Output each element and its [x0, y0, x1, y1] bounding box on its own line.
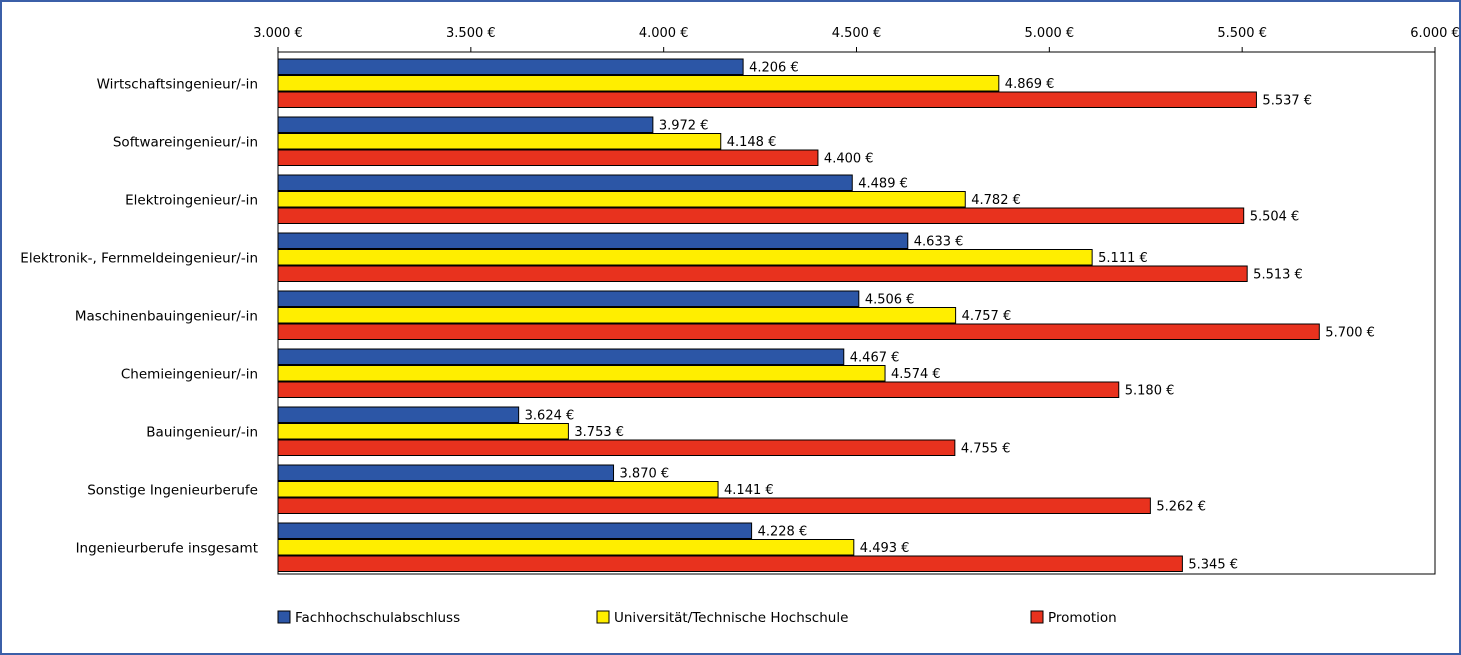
data-label-promotion-chemieingenieur-in: 5.180 € [1125, 384, 1175, 399]
category-label-bauingenieur-in: Bauingenieur/-in [146, 424, 258, 440]
bar-fachhochschulabschluss-softwareingenieur-in [277, 116, 654, 133]
bar-promotion-wirtschaftsingenieur-in [277, 91, 1257, 108]
bar-fachhochschulabschluss-bauingenieur-in [277, 406, 520, 423]
legend-label-fachhochschulabschluss: Fachhochschulabschluss [295, 610, 460, 626]
bar-universitat-technische-hochschule-wirtschaftsingenieur-in [277, 75, 1000, 92]
bar-fachhochschulabschluss-elektroingenieur-in [277, 174, 853, 191]
bar-fachhochschulabschluss-maschinenbauingenieur-in [277, 290, 860, 307]
category-label-sonstige-ingenieurberufe: Sonstige Ingenieurberufe [87, 482, 258, 498]
category-label-softwareingenieur-in: Softwareingenieur/-in [113, 134, 258, 150]
bar-promotion-sonstige-ingenieurberufe [277, 497, 1151, 514]
bar-universitat-technische-hochschule-softwareingenieur-in [277, 133, 722, 150]
data-label-fachhochschulabschluss-ingenieurberufe-insgesamt: 4.228 € [758, 525, 808, 540]
data-label-universitat-technische-hochschule-maschinenbauingenieur-in: 4.757 € [962, 309, 1012, 324]
x-tick-label: 4.000 € [639, 26, 689, 41]
x-tick-label: 4.500 € [832, 26, 882, 41]
bar-universitat-technische-hochschule-chemieingenieur-in [277, 365, 886, 382]
data-label-promotion-sonstige-ingenieurberufe: 5.262 € [1156, 500, 1206, 515]
data-label-promotion-elektroingenieur-in: 5.504 € [1250, 210, 1300, 225]
category-label-maschinenbauingenieur-in: Maschinenbauingenieur/-in [75, 308, 258, 324]
data-label-universitat-technische-hochschule-chemieingenieur-in: 4.574 € [891, 367, 941, 382]
data-label-promotion-wirtschaftsingenieur-in: 5.537 € [1262, 94, 1312, 109]
bar-promotion-softwareingenieur-in [277, 149, 819, 166]
bar-universitat-technische-hochschule-elektroingenieur-in [277, 191, 966, 208]
category-label-elektronik-fernmeldeingenieur-in: Elektronik-, Fernmeldeingenieur/-in [20, 250, 258, 266]
data-label-universitat-technische-hochschule-sonstige-ingenieurberufe: 4.141 € [724, 483, 774, 498]
bar-universitat-technische-hochschule-bauingenieur-in [277, 423, 569, 440]
bar-fachhochschulabschluss-elektronik-fernmeldeingenieur-in [277, 232, 909, 249]
x-tick-label: 6.000 € [1410, 26, 1460, 41]
x-tick-label: 3.500 € [446, 26, 496, 41]
data-label-universitat-technische-hochschule-elektroingenieur-in: 4.782 € [971, 193, 1021, 208]
data-label-universitat-technische-hochschule-bauingenieur-in: 3.753 € [574, 425, 624, 440]
x-tick-label: 5.000 € [1025, 26, 1075, 41]
bar-fachhochschulabschluss-ingenieurberufe-insgesamt [277, 522, 753, 539]
data-label-promotion-bauingenieur-in: 4.755 € [961, 442, 1011, 457]
legend-label-universitat-technische-hochschule: Universität/Technische Hochschule [614, 610, 848, 626]
data-label-promotion-maschinenbauingenieur-in: 5.700 € [1325, 326, 1375, 341]
data-label-promotion-ingenieurberufe-insgesamt: 5.345 € [1188, 558, 1238, 573]
data-label-fachhochschulabschluss-softwareingenieur-in: 3.972 € [659, 119, 709, 134]
legend-swatch-universitat-technische-hochschule [596, 610, 610, 624]
data-label-fachhochschulabschluss-bauingenieur-in: 3.624 € [525, 409, 575, 424]
data-label-universitat-technische-hochschule-softwareingenieur-in: 4.148 € [727, 135, 777, 150]
bar-fachhochschulabschluss-wirtschaftsingenieur-in [277, 58, 744, 75]
data-label-promotion-softwareingenieur-in: 4.400 € [824, 152, 874, 167]
bar-promotion-ingenieurberufe-insgesamt [277, 555, 1183, 572]
bar-promotion-chemieingenieur-in [277, 381, 1120, 398]
data-label-fachhochschulabschluss-elektroingenieur-in: 4.489 € [858, 177, 908, 192]
bar-promotion-elektroingenieur-in [277, 207, 1245, 224]
data-label-universitat-technische-hochschule-elektronik-fernmeldeingenieur-in: 5.111 € [1098, 251, 1148, 266]
bar-universitat-technische-hochschule-ingenieurberufe-insgesamt [277, 539, 855, 556]
category-label-ingenieurberufe-insgesamt: Ingenieurberufe insgesamt [76, 540, 258, 556]
data-label-fachhochschulabschluss-maschinenbauingenieur-in: 4.506 € [865, 293, 915, 308]
data-label-promotion-elektronik-fernmeldeingenieur-in: 5.513 € [1253, 268, 1303, 283]
bar-universitat-technische-hochschule-elektronik-fernmeldeingenieur-in [277, 249, 1093, 266]
data-label-fachhochschulabschluss-elektronik-fernmeldeingenieur-in: 4.633 € [914, 235, 964, 250]
legend-label-promotion: Promotion [1048, 610, 1117, 626]
legend-swatch-fachhochschulabschluss [277, 610, 291, 624]
x-tick-label: 5.500 € [1217, 26, 1267, 41]
bar-promotion-elektronik-fernmeldeingenieur-in [277, 265, 1248, 282]
bar-fachhochschulabschluss-sonstige-ingenieurberufe [277, 464, 615, 481]
data-label-universitat-technische-hochschule-ingenieurberufe-insgesamt: 4.493 € [860, 541, 910, 556]
x-tick-label: 3.000 € [253, 26, 303, 41]
bar-promotion-maschinenbauingenieur-in [277, 323, 1320, 340]
bar-universitat-technische-hochschule-maschinenbauingenieur-in [277, 307, 957, 324]
data-label-universitat-technische-hochschule-wirtschaftsingenieur-in: 4.869 € [1005, 77, 1055, 92]
bar-universitat-technische-hochschule-sonstige-ingenieurberufe [277, 481, 719, 498]
category-label-elektroingenieur-in: Elektroingenieur/-in [125, 192, 258, 208]
data-label-fachhochschulabschluss-sonstige-ingenieurberufe: 3.870 € [620, 467, 670, 482]
category-label-wirtschaftsingenieur-in: Wirtschaftsingenieur/-in [97, 76, 258, 92]
bar-fachhochschulabschluss-chemieingenieur-in [277, 348, 845, 365]
bar-promotion-bauingenieur-in [277, 439, 956, 456]
data-label-fachhochschulabschluss-wirtschaftsingenieur-in: 4.206 € [749, 61, 799, 76]
data-label-fachhochschulabschluss-chemieingenieur-in: 4.467 € [850, 351, 900, 366]
category-label-chemieingenieur-in: Chemieingenieur/-in [121, 366, 258, 382]
legend-swatch-promotion [1030, 610, 1044, 624]
